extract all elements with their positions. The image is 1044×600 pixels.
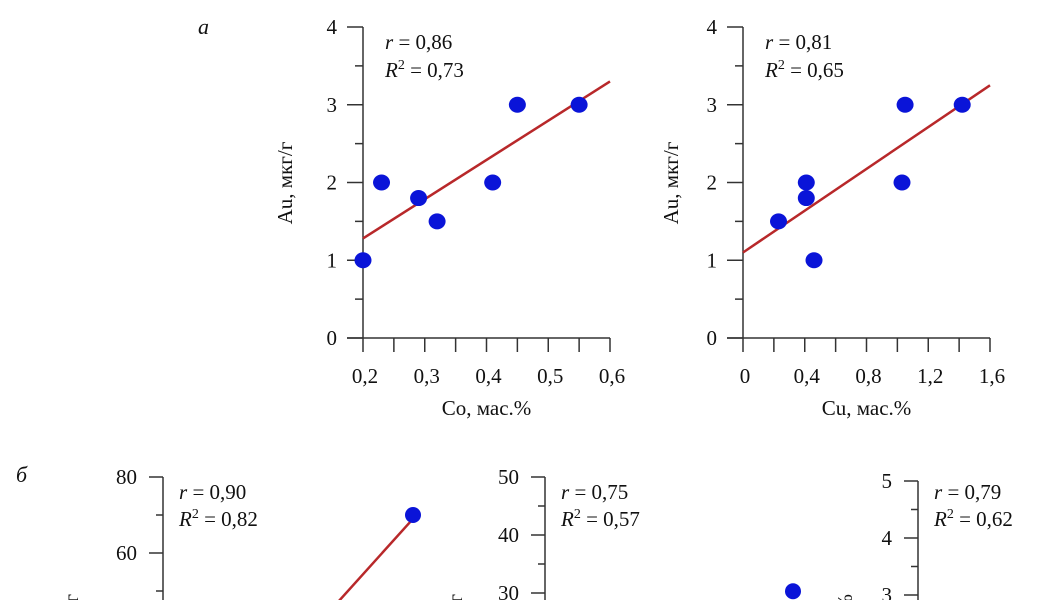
panel-label-a: а — [198, 14, 209, 39]
r2-exponent: 2 — [192, 507, 199, 522]
y-axis-label: % — [833, 594, 857, 600]
y-tick-label: 80 — [116, 465, 137, 489]
x-tick-label: 1,2 — [917, 364, 943, 388]
r-value: = 0,86 — [393, 30, 452, 54]
r2-exponent: 2 — [947, 507, 954, 522]
x-tick-label: 0,3 — [414, 364, 440, 388]
r-value: = 0,90 — [187, 480, 246, 504]
data-point — [410, 190, 428, 207]
y-tick-label: 5 — [882, 469, 893, 493]
r-symbol: r — [765, 30, 774, 54]
data-point — [893, 174, 911, 191]
y-tick-label: 0 — [707, 326, 718, 350]
panel-label-b: б — [16, 462, 28, 487]
r2-annotation: R2 = 0,57 — [560, 507, 640, 531]
data-point — [354, 252, 372, 269]
r2-symbol: R — [384, 58, 398, 82]
chart-2: 0 1 2 3 4 0 0,4 0,8 1,2 1,6 Cu, мас.% Au, мкг/г r = … — [659, 15, 1005, 420]
y-tick-label: 3 — [882, 583, 893, 600]
data-point — [405, 507, 421, 523]
r2-value: = 0,62 — [954, 507, 1013, 531]
y-tick-label: 40 — [498, 523, 519, 547]
r2-annotation: R2 = 0,62 — [933, 507, 1013, 531]
x-tick-label: 1,6 — [979, 364, 1005, 388]
y-tick-label: 50 — [498, 465, 519, 489]
y-tick-label: 1 — [327, 248, 338, 272]
data-point — [785, 583, 801, 600]
r2-symbol: R — [178, 507, 192, 531]
r2-exponent: 2 — [574, 507, 581, 522]
x-axis-label: Cu, мас.% — [822, 396, 912, 420]
x-tick-label: 0 — [740, 364, 751, 388]
y-tick-label: 3 — [707, 93, 718, 117]
r2-annotation: R2 = 0,73 — [384, 58, 464, 82]
data-point — [508, 96, 526, 113]
trendline — [338, 517, 414, 600]
x-tick-label: 0,2 — [352, 364, 378, 388]
y-axis-label: /г — [443, 594, 467, 600]
x-axis-label: Co, мас.% — [442, 396, 532, 420]
r2-annotation: R2 = 0,82 — [178, 507, 258, 531]
x-tick-label: 0,4 — [475, 364, 502, 388]
data-point — [797, 190, 815, 207]
y-tick-label: 3 — [327, 93, 338, 117]
r-annotation: r = 0,81 — [765, 30, 832, 54]
r-value: = 0,79 — [942, 480, 1001, 504]
data-point — [770, 213, 788, 230]
y-axis-label: /г — [59, 594, 83, 600]
r-annotation: r = 0,90 — [179, 480, 246, 504]
r2-exponent: 2 — [778, 58, 785, 73]
r-symbol: r — [561, 480, 570, 504]
r2-value: = 0,65 — [785, 58, 844, 82]
r-symbol: r — [934, 480, 943, 504]
r-annotation: r = 0,75 — [561, 480, 628, 504]
x-tick-label: 0,6 — [599, 364, 625, 388]
y-tick-label: 60 — [116, 541, 137, 565]
y-tick-label: 4 — [327, 15, 338, 39]
data-point — [428, 213, 446, 230]
r2-symbol: R — [560, 507, 574, 531]
r2-symbol: R — [933, 507, 947, 531]
r2-value: = 0,82 — [199, 507, 258, 531]
y-tick-label: 30 — [498, 581, 519, 600]
data-point — [373, 174, 391, 191]
r-symbol: r — [179, 480, 188, 504]
r-annotation: r = 0,86 — [385, 30, 452, 54]
r2-annotation: R2 = 0,65 — [764, 58, 844, 82]
trendline — [362, 80, 611, 240]
r2-value: = 0,57 — [581, 507, 640, 531]
r-symbol: r — [385, 30, 394, 54]
data-point — [570, 96, 588, 113]
x-tick-label: 0,8 — [855, 364, 881, 388]
data-point — [484, 174, 502, 191]
r2-exponent: 2 — [398, 58, 405, 73]
r2-symbol: R — [764, 58, 778, 82]
data-point — [953, 96, 971, 113]
y-tick-label: 4 — [707, 15, 718, 39]
data-point — [805, 252, 823, 269]
chart-4: 30 40 50/г r = 0,75 R2 = 0,57 — [443, 465, 801, 600]
x-tick-label: 0,4 — [794, 364, 821, 388]
chart-5: 3 4 5% r = 0,79 R2 = 0,62 — [833, 469, 1013, 600]
y-tick-label: 0 — [327, 326, 338, 350]
r-value: = 0,81 — [773, 30, 832, 54]
chart-1: 0 1 2 3 4 0,2 0,3 0,4 0,5 0,6 Co, мас.% Au, мкг/г r … — [273, 15, 625, 420]
y-tick-label: 4 — [882, 526, 893, 550]
y-axis-label: Au, мкг/г — [273, 141, 297, 224]
data-point — [797, 174, 815, 191]
y-tick-label: 2 — [327, 171, 338, 195]
data-point — [896, 96, 914, 113]
chart-3: 60 80/г r = 0,90 R2 = 0,82 — [59, 465, 421, 600]
y-tick-label: 2 — [707, 171, 718, 195]
r2-value: = 0,73 — [405, 58, 464, 82]
x-tick-label: 0,5 — [537, 364, 563, 388]
r-annotation: r = 0,79 — [934, 480, 1001, 504]
y-tick-label: 1 — [707, 248, 718, 272]
y-axis-label: Au, мкг/г — [659, 141, 683, 224]
r-value: = 0,75 — [569, 480, 628, 504]
